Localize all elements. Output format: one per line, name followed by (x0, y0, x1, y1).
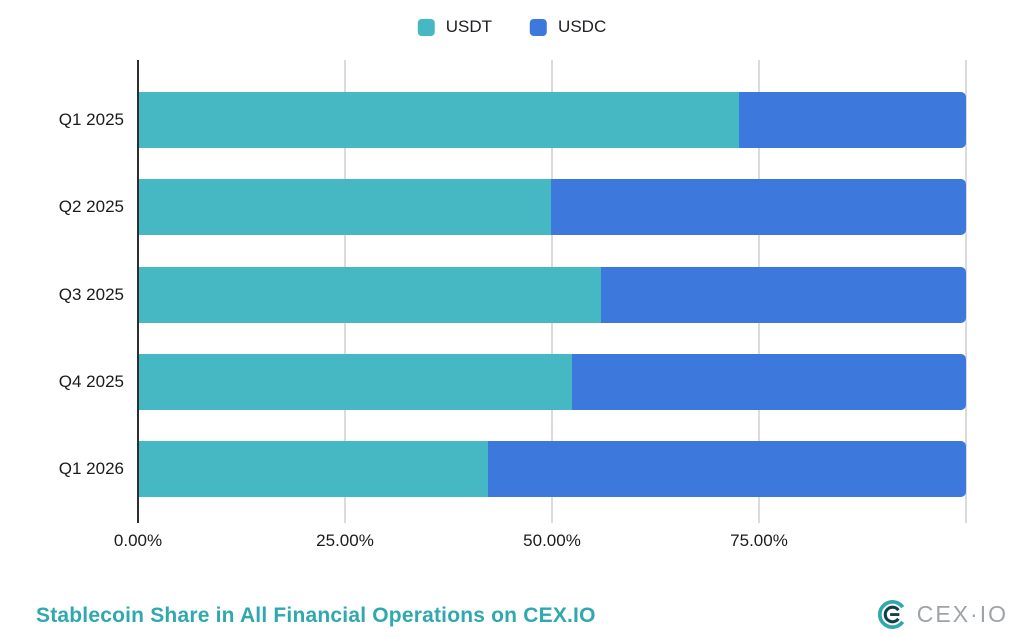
bar-segment-usdc (739, 92, 966, 148)
x-axis-labels: 0.00% 25.00% 50.00% 75.00% (114, 531, 966, 553)
bars-layer: Q1 2025 Q2 2025 Q3 2025 Q4 2025 Q1 2026 (59, 92, 966, 497)
bar-segment-usdc (488, 441, 966, 497)
x-axis-tick-label: 0.00% (113, 531, 163, 550)
legend-item-usdc: USDC (530, 17, 606, 37)
bar-segment-usdc (551, 179, 966, 236)
bar-segment-usdt (138, 441, 489, 497)
y-axis-category-label: Q1 2026 (58, 459, 124, 478)
legend-item-usdt: USDT (417, 17, 493, 37)
cexio-logo-text: CEX·IO (916, 601, 1008, 627)
y-axis-category-label: Q3 2025 (58, 284, 124, 304)
bar-row: Q2 2025 (59, 179, 966, 236)
cexio-logo-icon (877, 600, 904, 629)
bar-segment-usdt (138, 179, 552, 236)
y-axis-category-label: Q4 2025 (58, 371, 124, 391)
bar-segment-usdc (571, 353, 966, 410)
bar-row: Q4 2025 (59, 353, 966, 410)
y-axis-category-label: Q1 2025 (58, 110, 124, 129)
y-axis-line (137, 60, 139, 523)
usdt-color-swatch-icon (417, 18, 435, 36)
bar-row: Q1 2026 (59, 441, 966, 497)
y-axis-category-label: Q2 2025 (58, 197, 124, 217)
bar-row: Q1 2025 (59, 92, 966, 148)
x-axis-tick-label: 50.00% (523, 531, 581, 550)
x-gridline (965, 60, 967, 523)
legend-label-usdt: USDT (445, 17, 493, 36)
plot-area: Q1 2025 Q2 2025 Q3 2025 Q4 2025 Q1 2026 (59, 60, 967, 523)
chart-title: Stablecoin Share in All Financial Operat… (36, 604, 596, 627)
bar-segment-usdt (138, 266, 601, 323)
usdc-color-swatch-icon (530, 18, 548, 36)
bar-segment-usdt (138, 92, 740, 148)
bar-segment-usdt (138, 353, 572, 410)
cexio-logo: CEX·IO (877, 598, 1008, 631)
x-axis-tick-label: 25.00% (316, 531, 374, 550)
legend-label-usdc: USDC (558, 17, 607, 36)
x-axis-tick-label: 75.00% (730, 531, 788, 550)
bar-row: Q3 2025 (59, 266, 966, 323)
chart-legend: USDT USDC (417, 17, 606, 37)
bar-segment-usdc (600, 266, 966, 323)
